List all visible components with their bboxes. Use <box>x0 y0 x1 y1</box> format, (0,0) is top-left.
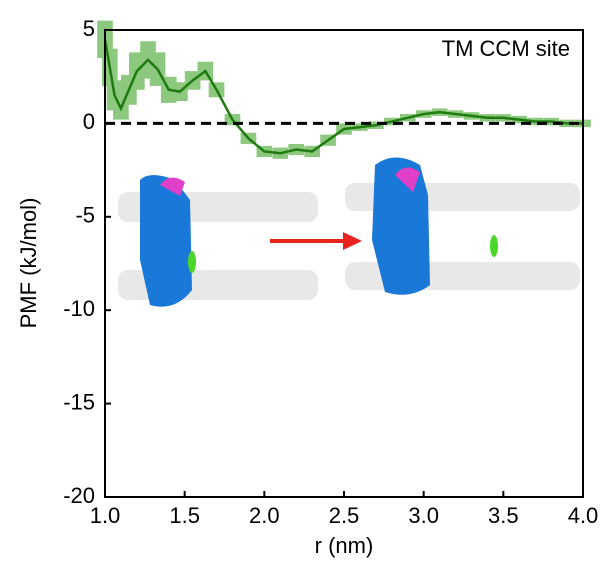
ligand <box>395 167 420 192</box>
y-tick-label: 5 <box>83 16 95 41</box>
annotation: TM CCM site <box>442 36 570 61</box>
cholesterol <box>490 235 498 257</box>
x-tick-label: 3.0 <box>408 503 439 528</box>
y-axis-label: PMF (kJ/mol) <box>16 198 41 329</box>
x-tick-label: 4.0 <box>568 503 599 528</box>
y-tick-label: -20 <box>63 483 95 508</box>
y-tick-label: -10 <box>63 296 95 321</box>
pmf-line <box>103 39 583 155</box>
cholesterol <box>188 251 196 273</box>
illustration <box>118 157 580 307</box>
x-tick-label: 2.5 <box>329 503 360 528</box>
x-tick-label: 1.0 <box>90 503 121 528</box>
protein <box>140 175 192 307</box>
x-tick-label: 2.0 <box>249 503 280 528</box>
protein <box>372 157 430 295</box>
y-tick-label: -15 <box>63 389 95 414</box>
arrow-head <box>343 232 362 250</box>
x-axis-label: r (nm) <box>315 533 374 558</box>
y-tick-label: -5 <box>75 203 95 228</box>
y-tick-label: 0 <box>83 109 95 134</box>
x-tick-label: 3.5 <box>488 503 519 528</box>
ligand <box>160 177 185 196</box>
x-tick-label: 1.5 <box>169 503 200 528</box>
